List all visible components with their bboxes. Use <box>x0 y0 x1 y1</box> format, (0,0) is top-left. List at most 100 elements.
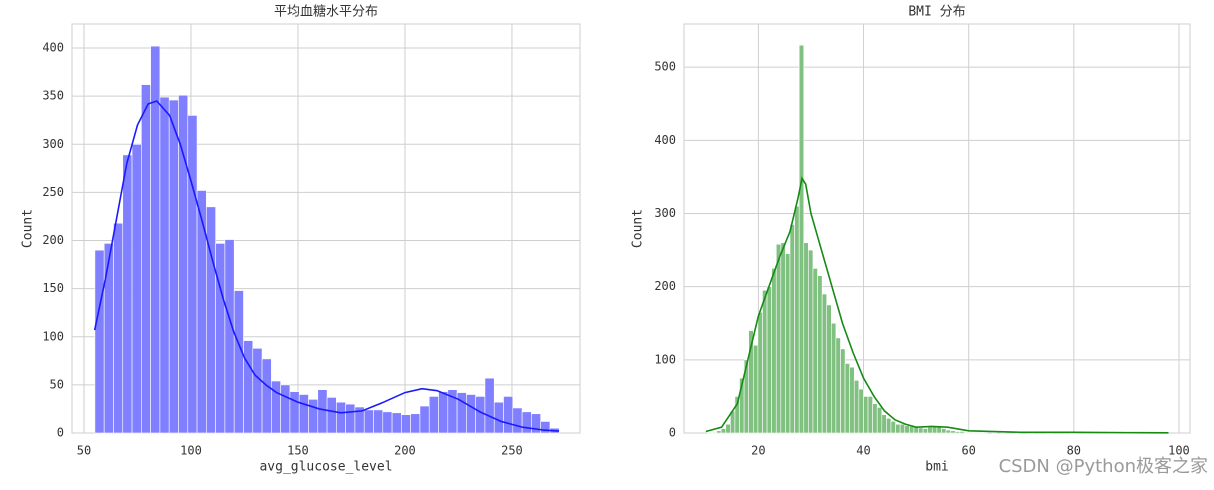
y-axis-label: Count <box>21 209 36 248</box>
bar <box>475 396 486 434</box>
bar <box>771 268 777 434</box>
bar <box>707 431 713 434</box>
bar <box>271 380 281 434</box>
bar <box>438 391 449 434</box>
bar <box>794 205 800 434</box>
bar <box>725 423 731 434</box>
bar <box>762 290 768 434</box>
bar <box>512 407 523 434</box>
bar <box>977 431 984 434</box>
bar <box>401 414 411 434</box>
x-tick-label: 40 <box>856 444 870 458</box>
bar <box>243 340 254 434</box>
bar <box>945 429 951 434</box>
bar <box>821 293 828 434</box>
bar <box>345 403 356 434</box>
bar <box>493 401 504 434</box>
bar <box>872 403 878 434</box>
bar <box>716 430 722 434</box>
bar <box>982 431 988 434</box>
bar <box>899 423 906 434</box>
bar <box>336 401 346 434</box>
bar <box>94 249 105 434</box>
bar <box>780 242 786 434</box>
bar <box>789 224 795 434</box>
bar <box>141 84 151 434</box>
x-tick-label: 100 <box>1168 444 1190 458</box>
bar <box>466 394 476 434</box>
y-tick-label: 300 <box>42 137 64 151</box>
bar <box>798 44 805 434</box>
watermark: CSDN @Python极客之家 <box>999 456 1208 477</box>
bar <box>159 96 170 434</box>
kde-line <box>705 176 1169 434</box>
bar <box>752 344 759 434</box>
y-tick-label: 200 <box>42 233 64 247</box>
bar <box>252 348 263 434</box>
bar <box>886 418 892 434</box>
bar <box>922 428 928 434</box>
bar <box>844 363 850 434</box>
y-tick-label: 250 <box>42 185 64 199</box>
bar <box>895 423 901 434</box>
bar <box>122 154 133 434</box>
bar <box>808 249 814 434</box>
x-tick-label: 20 <box>751 444 765 458</box>
bar <box>831 322 837 434</box>
chart-title: 平均血糖水平分布 <box>274 4 378 20</box>
bar <box>909 426 915 434</box>
y-tick-label: 500 <box>654 60 676 74</box>
bar <box>289 391 300 434</box>
bar <box>904 425 910 434</box>
bar <box>913 426 919 434</box>
y-tick-label: 150 <box>42 281 64 295</box>
bar <box>991 431 997 434</box>
bar <box>968 431 974 434</box>
bar <box>298 394 309 434</box>
x-tick-label: 60 <box>961 444 975 458</box>
bar <box>503 396 514 434</box>
bar <box>853 380 860 434</box>
bar <box>484 377 495 434</box>
bar <box>419 405 430 434</box>
bar <box>428 396 439 434</box>
y-tick-label: 200 <box>654 279 676 293</box>
bar <box>168 99 179 434</box>
bar <box>817 275 823 434</box>
x-tick-label: 200 <box>394 444 416 458</box>
bar <box>863 396 869 434</box>
bar <box>954 431 961 434</box>
bar <box>215 243 226 434</box>
y-tick-label: 400 <box>654 133 676 147</box>
bar <box>840 348 846 434</box>
bar <box>224 239 235 434</box>
x-tick-label: 80 <box>1067 444 1081 458</box>
bar <box>775 243 782 434</box>
bar <box>964 431 970 434</box>
bar <box>936 426 942 434</box>
bar <box>410 413 421 434</box>
bar <box>103 243 114 434</box>
bar <box>317 389 328 434</box>
bar <box>881 414 887 434</box>
bar <box>113 222 124 434</box>
bar <box>812 268 818 434</box>
y-tick-label: 300 <box>654 206 676 220</box>
bar <box>308 399 319 434</box>
kde-line <box>93 100 560 432</box>
bar <box>890 420 896 434</box>
y-tick-label: 100 <box>654 352 676 366</box>
y-tick-label: 50 <box>50 377 64 391</box>
bar <box>803 242 809 434</box>
bar <box>766 286 772 434</box>
bar <box>326 397 337 434</box>
x-tick-label: 100 <box>180 444 202 458</box>
bar <box>918 427 924 434</box>
bar <box>178 94 189 434</box>
y-tick-label: 400 <box>42 41 64 55</box>
bar <box>959 431 965 434</box>
bar <box>950 430 956 434</box>
bar <box>876 407 883 434</box>
bar <box>826 304 832 434</box>
